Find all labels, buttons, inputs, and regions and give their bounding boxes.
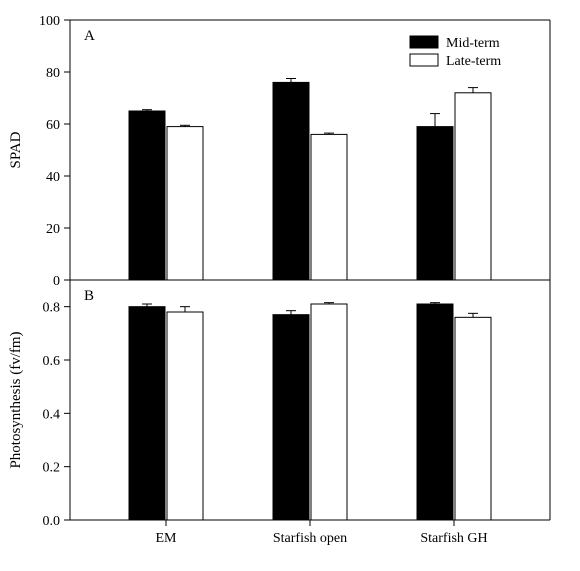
y-tick-label: 0.2 <box>43 461 61 476</box>
legend-swatch <box>410 36 438 48</box>
bar <box>129 111 165 280</box>
y-tick-label: 0.0 <box>43 514 61 529</box>
bar <box>129 307 165 520</box>
bar <box>417 304 453 520</box>
legend-label: Mid-term <box>446 36 500 51</box>
y-tick-label: 0 <box>53 274 60 289</box>
y-tick-label: 40 <box>46 170 60 185</box>
legend-swatch <box>410 54 438 66</box>
bar <box>417 127 453 280</box>
x-tick-label: Starfish GH <box>420 531 487 546</box>
x-tick-label: Starfish open <box>273 531 347 546</box>
bar <box>167 312 203 520</box>
bar <box>311 134 347 280</box>
y-tick-label: 60 <box>46 118 60 133</box>
panel-label: A <box>84 28 95 44</box>
y-tick-label: 0.4 <box>43 407 61 422</box>
chart-container: 0 20 40 60 80 100 SPAD A 0.0 0.2 0.4 0.6 0.8 Photosyn… <box>0 0 580 571</box>
y-tick-label: 80 <box>46 66 60 81</box>
chart-svg: 0 20 40 60 80 100 SPAD A 0.0 0.2 0.4 0.6 0.8 Photosyn… <box>0 0 580 571</box>
y-tick-label: 100 <box>39 14 60 29</box>
y-axis-label: SPAD <box>8 131 24 168</box>
bar <box>273 315 309 520</box>
bar <box>311 304 347 520</box>
bar <box>167 127 203 280</box>
bar <box>455 317 491 520</box>
x-tick-label: EM <box>156 531 178 546</box>
bar <box>455 93 491 280</box>
panel-label: B <box>84 288 94 304</box>
y-axis-label: Photosynthesis (fv/fm) <box>8 331 24 468</box>
legend-label: Late-term <box>446 54 501 69</box>
y-tick-label: 0.6 <box>43 354 61 369</box>
y-tick-label: 0.8 <box>43 301 61 316</box>
bar <box>273 82 309 280</box>
y-tick-label: 20 <box>46 222 60 237</box>
